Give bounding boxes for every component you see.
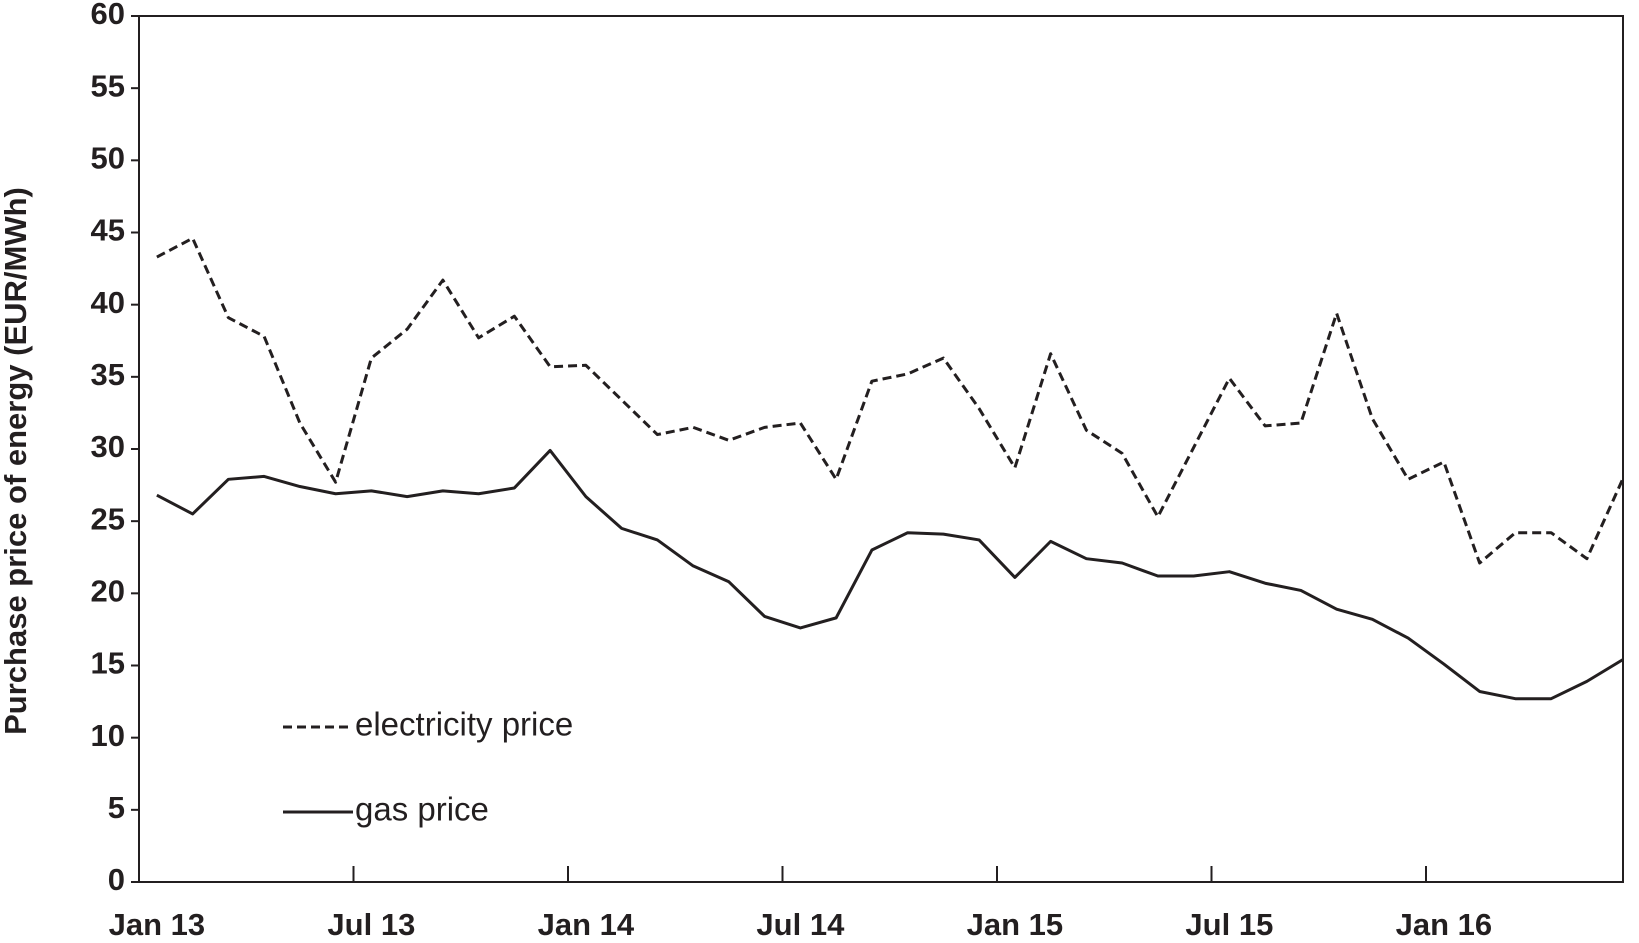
x-tick-label: Jul 13 (327, 907, 415, 942)
y-tick-label: 10 (91, 718, 125, 753)
y-tick-label: 55 (91, 68, 125, 103)
x-tick-label: Jul 15 (1185, 907, 1273, 942)
plot-frame (138, 15, 1624, 883)
y-tick-label: 25 (91, 501, 125, 536)
y-tick-label: 35 (91, 357, 125, 392)
line-series (156, 448, 1624, 701)
y-axis-title: Purchase price of energy (EUR/MWh) (0, 187, 33, 735)
x-tick-label: Jul 14 (756, 907, 845, 942)
line-series (156, 236, 1624, 565)
legend-label: electricity price (355, 706, 573, 743)
x-tick-label: Jan 13 (109, 907, 206, 942)
y-tick-label: 20 (91, 574, 125, 609)
y-tick-label: 50 (91, 141, 125, 176)
y-tick-label: 60 (91, 0, 125, 31)
y-tick-label: 30 (91, 429, 125, 464)
legend-label: gas price (355, 791, 489, 828)
y-tick-label: 45 (91, 213, 125, 248)
x-tick-label: Jan 15 (967, 907, 1064, 942)
y-tick-label: 40 (91, 285, 125, 320)
x-tick-label: Jan 14 (538, 907, 635, 942)
y-tick-label: 15 (91, 646, 125, 681)
y-tick-label: 5 (108, 790, 125, 825)
y-tick-label: 0 (108, 862, 125, 897)
x-tick-label: Jan 16 (1396, 907, 1493, 942)
